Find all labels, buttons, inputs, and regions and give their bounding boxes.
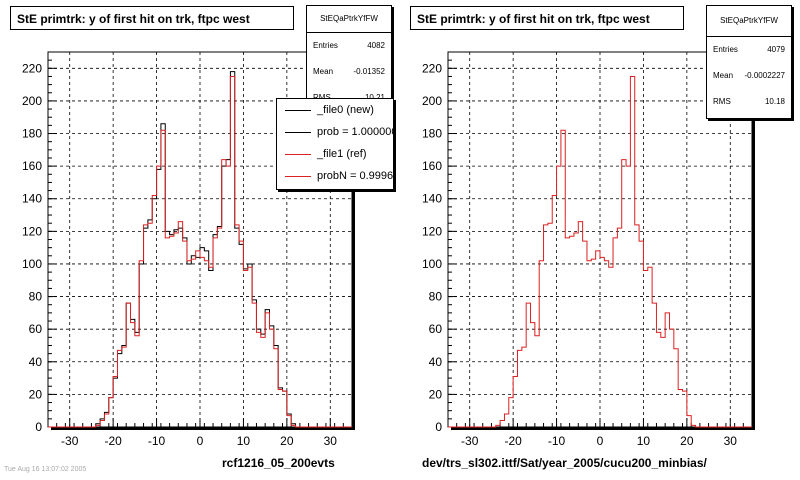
histogram-panel-right: -30 -20 -10 0 10 20 30 0 20 40 60 80 100 120 140 160 180… <box>400 0 800 480</box>
legend-label: prob = 1.000000 <box>317 126 394 138</box>
stats-label: RMS <box>713 97 731 106</box>
histogram-series-file1 <box>48 75 352 428</box>
x-tick-label: -30 <box>461 434 479 448</box>
x-tick-label: 0 <box>197 434 204 448</box>
legend-entry-prob: prob = 1.000000 <box>277 121 393 143</box>
y-tick-label: 180 <box>422 127 442 141</box>
y-tick-label: 200 <box>422 94 442 108</box>
x-tick-label: 30 <box>724 434 738 448</box>
stats-value: 4079 <box>767 45 785 54</box>
stats-label: Mean <box>713 71 734 80</box>
stats-value: -0.01352 <box>353 67 385 76</box>
stats-box: StEQaPtrkYfFW Entries 4082 Mean -0.01352… <box>306 5 392 109</box>
stats-row-mean: Mean -0.0002227 <box>707 63 791 89</box>
stats-name: StEQaPtrkYfFW <box>307 6 391 33</box>
stats-row-rms: RMS 10.21 <box>307 85 391 111</box>
y-tick-label: 80 <box>429 290 443 304</box>
timestamp: Tue Aug 16 13:07:02 2005 <box>4 466 87 473</box>
y-tick-label: 220 <box>422 61 442 75</box>
x-tick-label: -30 <box>61 434 79 448</box>
y-tick-label: 140 <box>22 192 42 206</box>
legend-line-prob <box>285 132 311 133</box>
stats-value: 4082 <box>367 41 385 50</box>
y-tick-label: 100 <box>422 257 442 271</box>
stats-value: 10.18 <box>764 97 785 106</box>
legend-line-file1 <box>285 154 311 155</box>
histogram-series-file1 <box>448 75 752 428</box>
plot-title: StE primtrk: y of first hit on trk, ftpc… <box>410 6 684 30</box>
footer-label: rcf1216_05_200evts <box>222 456 335 470</box>
x-tick-label: 0 <box>597 434 604 448</box>
y-tick-label: 120 <box>22 224 42 238</box>
legend-label: probN = 0.999641 <box>317 170 394 182</box>
stats-label: RMS <box>313 85 331 111</box>
legend-entry-file1: _file1 (ref) <box>277 143 393 165</box>
footer-label: dev/trs_sl302.ittf/Sat/year_2005/cucu200… <box>422 456 707 470</box>
stats-row-entries: Entries 4079 <box>707 37 791 63</box>
x-tick-label: 10 <box>237 434 251 448</box>
histogram-panel-left: -30 -20 -10 0 10 20 30 0 20 40 60 80 100 120 140 160 180… <box>4 5 394 473</box>
x-tick-label: 10 <box>637 434 651 448</box>
stats-name: StEQaPtrkYfFW <box>707 6 791 37</box>
y-tick-label: 140 <box>422 192 442 206</box>
y-tick-label: 20 <box>29 387 43 401</box>
plot-title: StE primtrk: y of first hit on trk, ftpc… <box>10 6 294 30</box>
stats-label: Mean <box>313 67 334 76</box>
legend-line-file0 <box>285 110 311 111</box>
histogram-plot-right: -30 -20 -10 0 10 20 30 0 20 40 60 80 100 120 140 160 180… <box>422 51 755 448</box>
y-tick-label: 220 <box>22 61 42 75</box>
y-tick-label: 160 <box>22 159 42 173</box>
stats-value: 10.21 <box>365 85 385 111</box>
y-tick-label: 60 <box>29 322 43 336</box>
legend-entry-probn: probN = 0.999641 <box>277 165 393 187</box>
legend-label: _file0 (new) <box>317 104 374 116</box>
stats-row-rms: RMS 10.18 <box>707 89 791 115</box>
y-tick-label: 40 <box>429 355 443 369</box>
y-tick-label: 180 <box>22 127 42 141</box>
legend-line-probn <box>285 176 311 177</box>
stats-label: Entries <box>713 45 738 54</box>
x-tick-label: -10 <box>148 434 166 448</box>
stats-row-entries: Entries 4082 <box>307 33 391 59</box>
stats-row-mean: Mean -0.01352 <box>307 59 391 85</box>
legend: _file0 (new) prob = 1.000000 _file1 (ref… <box>276 98 394 190</box>
legend-entry-file0: _file0 (new) <box>277 99 393 121</box>
x-tick-label: 20 <box>680 434 694 448</box>
y-tick-label: 40 <box>29 355 43 369</box>
y-tick-label: 200 <box>22 94 42 108</box>
y-tick-label: 60 <box>429 322 443 336</box>
y-tick-label: 120 <box>422 224 442 238</box>
x-tick-label: -20 <box>504 434 522 448</box>
y-tick-label: 20 <box>429 387 443 401</box>
y-tick-label: 80 <box>29 290 43 304</box>
legend-label: _file1 (ref) <box>317 148 367 160</box>
y-tick-label: 0 <box>435 420 442 434</box>
y-tick-label: 0 <box>35 420 42 434</box>
x-tick-label: -20 <box>104 434 122 448</box>
stats-label: Entries <box>313 41 338 50</box>
stats-value: -0.0002227 <box>744 71 785 80</box>
y-tick-label: 160 <box>422 159 442 173</box>
x-tick-label: 30 <box>324 434 338 448</box>
x-tick-label: -10 <box>548 434 566 448</box>
stats-box: StEQaPtrkYfFW Entries 4079 Mean -0.00022… <box>706 5 792 119</box>
x-tick-label: 20 <box>280 434 294 448</box>
y-tick-label: 100 <box>22 257 42 271</box>
